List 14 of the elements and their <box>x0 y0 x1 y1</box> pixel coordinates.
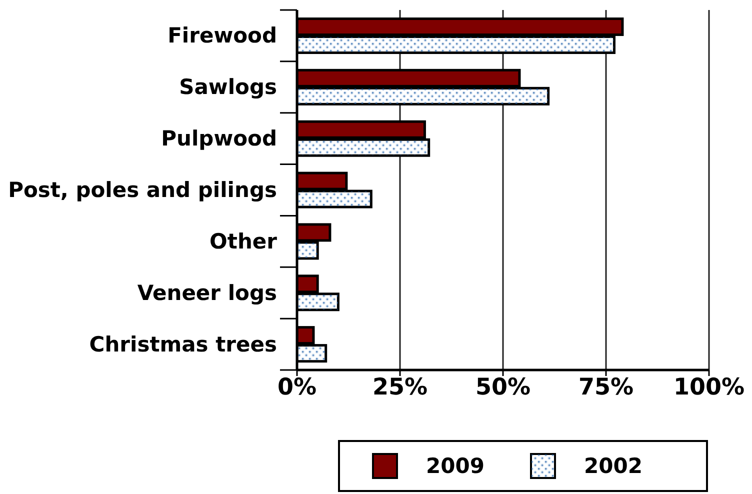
x-tick-label: 0% <box>277 374 317 400</box>
x-tick-label: 50% <box>475 374 531 400</box>
y-tick-label: Firewood <box>168 24 277 48</box>
y-tick-label: Other <box>210 229 278 254</box>
x-tick-label: 25% <box>372 374 428 400</box>
x-tick-label: 75% <box>578 374 634 400</box>
legend-label: 2009 <box>426 454 484 478</box>
y-tick-label: Pulpwood <box>161 126 277 151</box>
y-tick-label: Sawlogs <box>179 75 277 100</box>
legend-label: 2002 <box>584 454 642 478</box>
y-tick-label: Post, poles and pilings <box>8 178 277 202</box>
y-tick-label: Veneer logs <box>137 280 277 305</box>
y-tick-label: Christmas trees <box>89 332 277 356</box>
x-tick-label: 100% <box>673 374 745 400</box>
